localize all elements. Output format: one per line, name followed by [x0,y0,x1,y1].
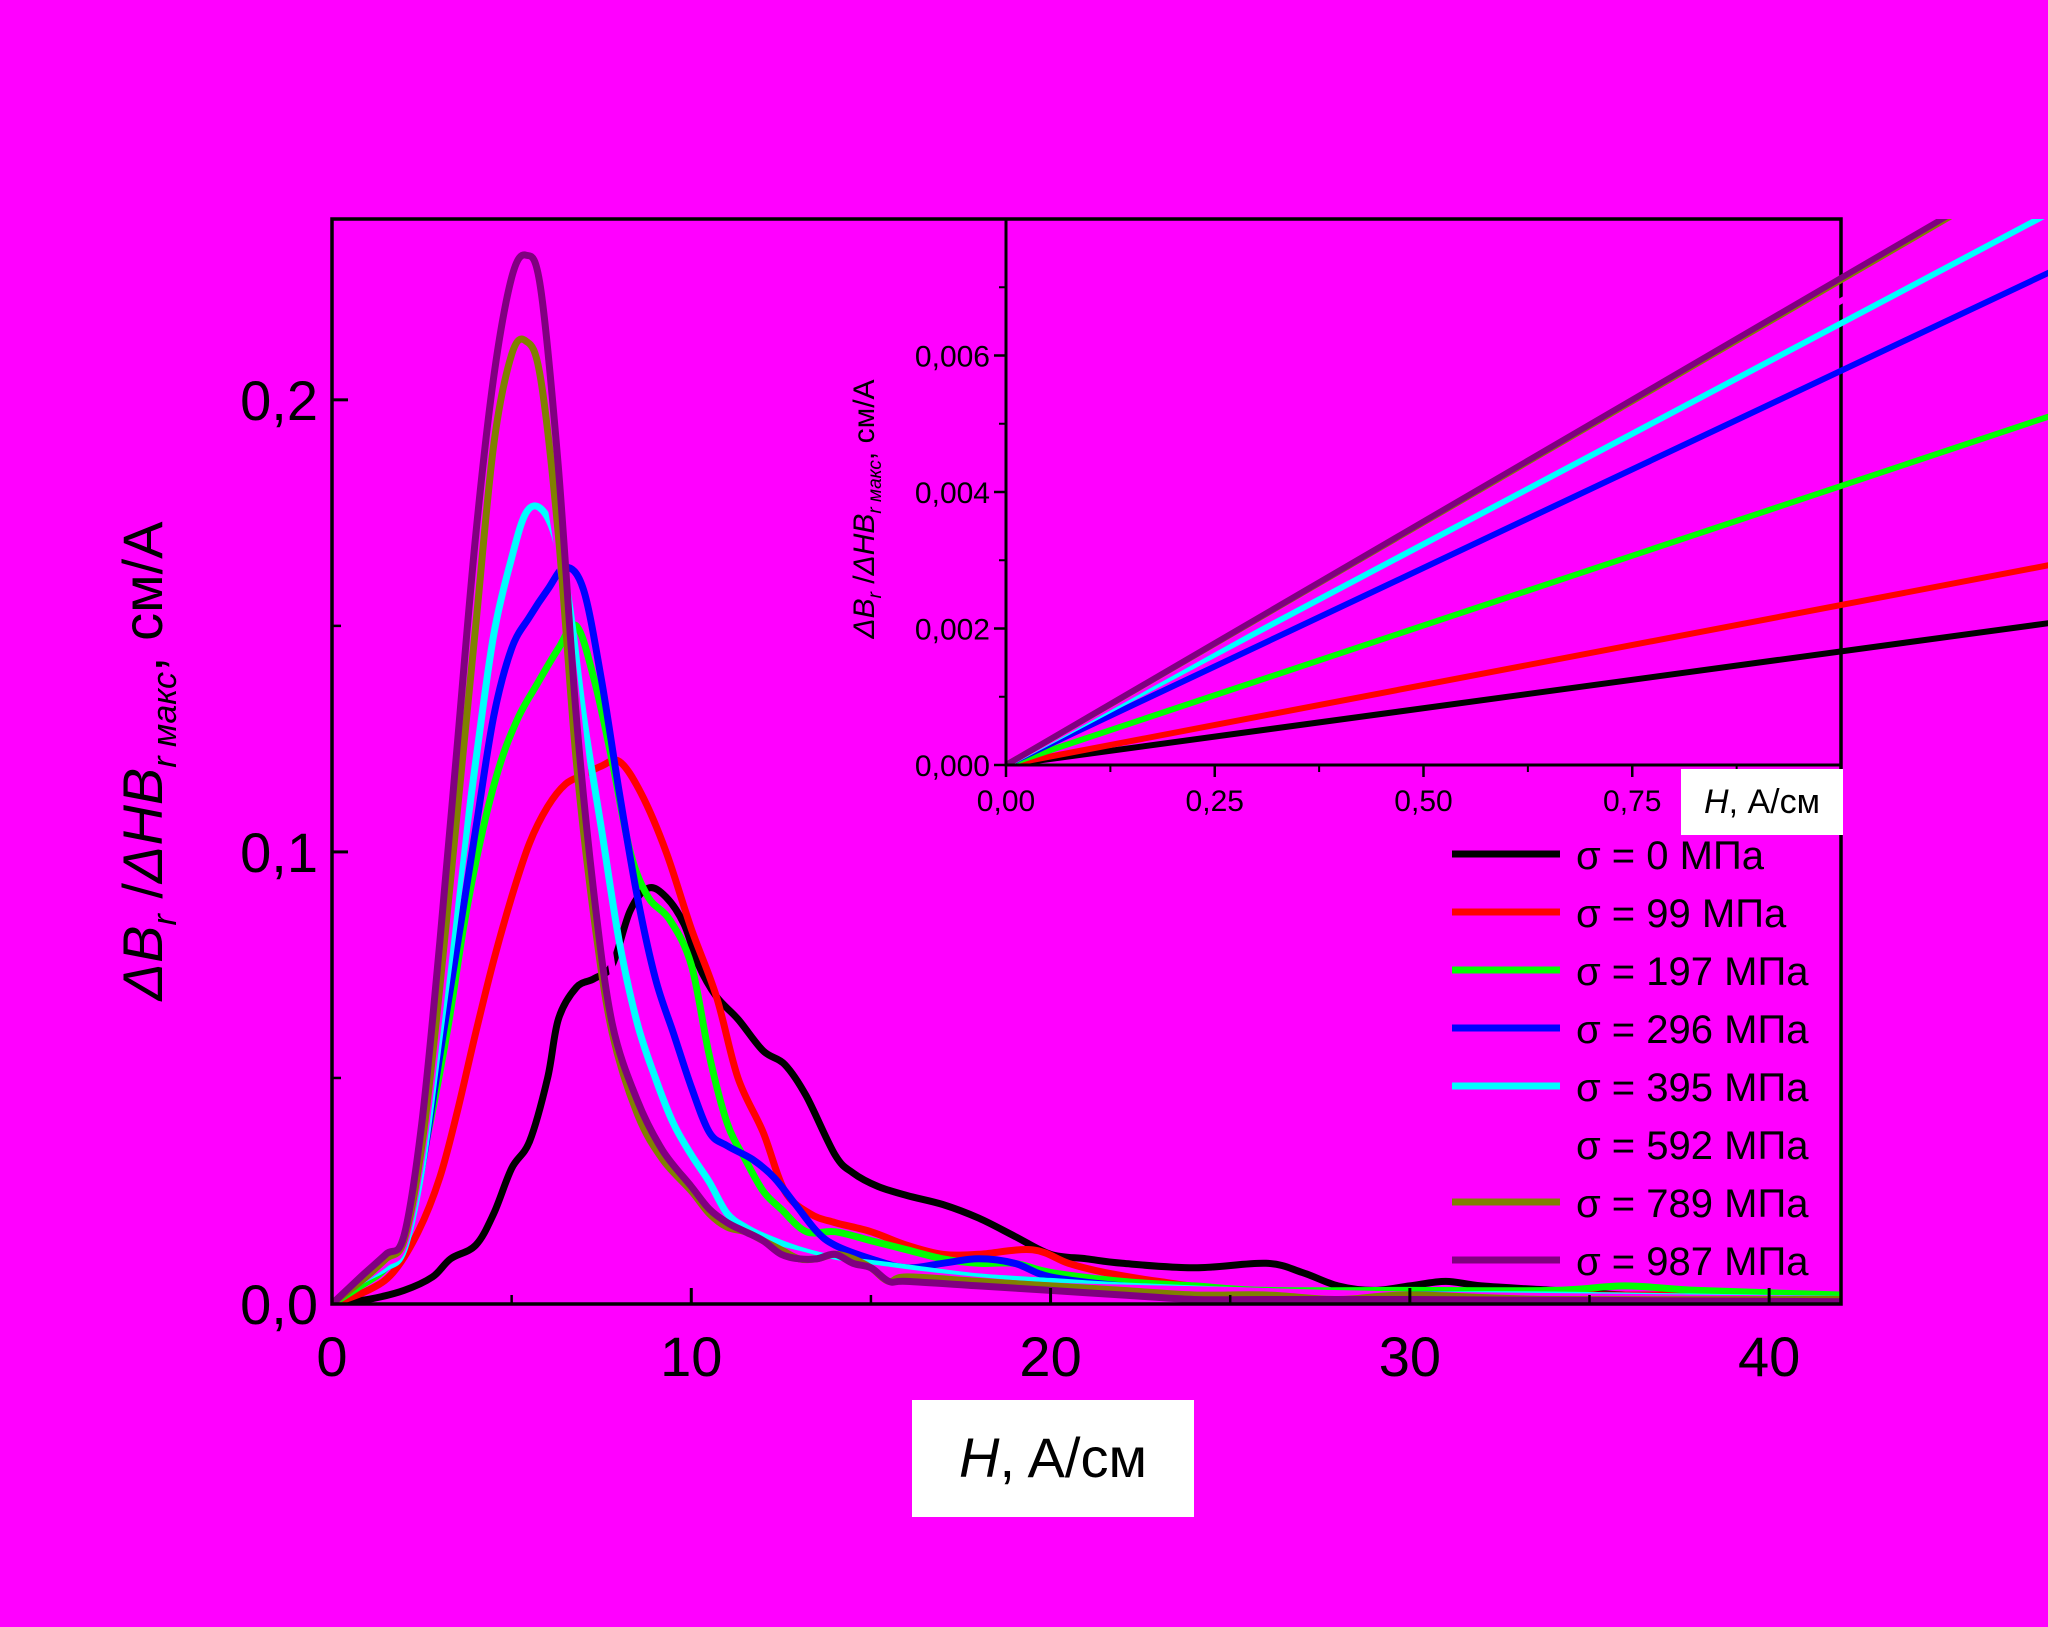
main-y-tick-label-1: 0,1 [240,821,318,884]
inset-x-axis-label-box [1681,769,1843,835]
legend-label-2: σ = 197 МПа [1576,950,1809,994]
inset-y-tick-label-0: 0,000 [915,750,990,783]
inset-series-line-2 [1006,413,2048,765]
main-x-tick-label-1: 10 [660,1325,722,1388]
inset-ticks: 0,00 0,25 0,50 0,75 0,000 0,002 0,004 0,006 [915,286,1738,818]
main-x-tick-label-4: 40 [1738,1325,1800,1388]
legend-label-3: σ = 296 МПа [1576,1008,1809,1052]
inset-x-tick-label-0: 0,00 [977,785,1035,818]
main-x-tick-label-3: 30 [1379,1325,1441,1388]
inset-x-tick-label-3: 0,75 [1603,785,1661,818]
legend-label-7: σ = 987 МПа [1576,1240,1809,1284]
main-plot-frame [330,217,1843,1306]
main-x-tick-label-2: 20 [1019,1325,1081,1388]
main-y-tick-label-2: 0,2 [240,369,318,432]
inset-series-line-0 [1006,620,2048,765]
main-series-line-3 [332,563,1841,1304]
main-x-tick-label-0: 0 [316,1325,347,1388]
inset-series-line-1 [1006,562,2048,765]
legend-label-5: σ = 592 МПа [1576,1124,1809,1168]
legend-label-6: σ = 789 МПа [1576,1182,1809,1226]
inset-series-line-4 [1006,219,2045,765]
legend-label-0: σ = 0 МПа [1576,834,1765,878]
legend-label-4: σ = 395 МПа [1576,1066,1809,1110]
inset-x-axis-label: H, А/см [1704,783,1820,821]
inset-y-tick-label-1: 0,002 [915,614,990,647]
inset-series-line-3 [1006,269,2048,765]
main-x-axis-label: H, A/см [959,1426,1147,1489]
legend-label-1: σ = 99 МПа [1576,892,1787,936]
main-x-axis-label-box [912,1400,1194,1517]
inset-series-line-5 [1006,219,1995,765]
inset-y-tick-label-2: 0,004 [915,477,990,510]
inset-series-group [1006,219,2048,765]
legend: σ = 0 МПа σ = 99 МПа σ = 197 МПа σ = 296 МП… [1452,834,1809,1284]
inset-x-tick-label-1: 0,25 [1186,785,1244,818]
inset-series-line-7 [1006,219,1949,765]
inset-x-tick-label-2: 0,50 [1394,785,1452,818]
inset-y-axis-label: ΔBr /ΔHBr макс, см/А [848,379,886,639]
main-series-line-7 [332,251,1841,1304]
main-y-tick-label-0: 0,0 [240,1273,318,1336]
inset-y-tick-label-3: 0,006 [915,341,990,374]
main-y-axis-label: ΔBr /ΔHBr макс, см/А [111,521,184,1003]
main-ticks: 0 10 20 30 40 0,0 0,1 0,2 [240,369,1800,1388]
main-series-group [332,251,1841,1304]
